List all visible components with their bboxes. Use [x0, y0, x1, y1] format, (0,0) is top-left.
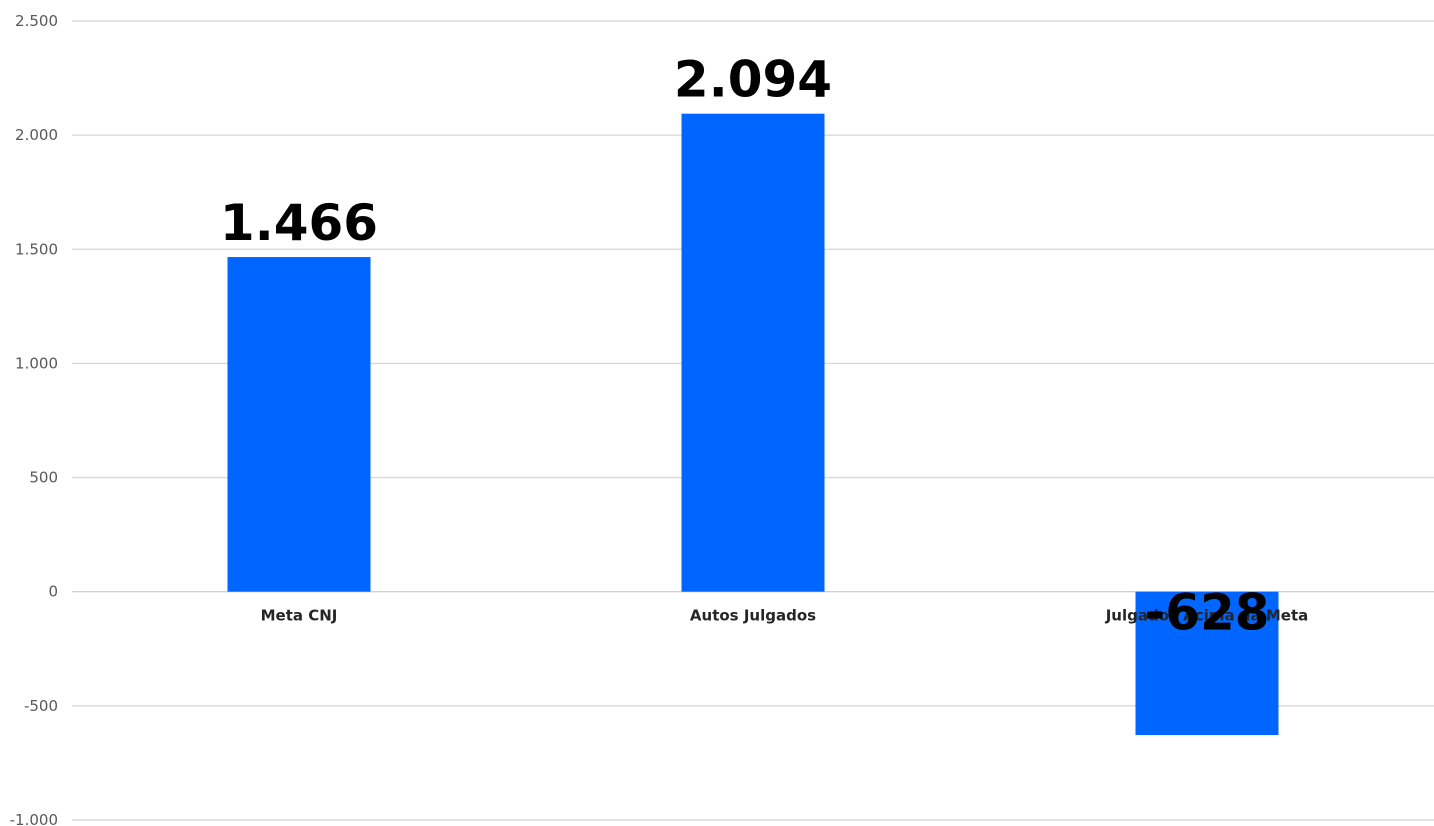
bars [227, 113, 1279, 736]
bar [227, 257, 371, 592]
y-tick-label: -1.000 [10, 811, 58, 826]
category-label: Autos Julgados [690, 607, 816, 625]
y-tick-label: -500 [24, 697, 58, 715]
category-labels: Meta CNJ Autos Julgados Julgados Acima da … [261, 607, 1309, 625]
category-label: Meta CNJ [261, 607, 338, 625]
bar [1135, 591, 1279, 736]
y-tick-label: 1.000 [15, 354, 58, 372]
y-axis-tick-labels: 2.500 2.000 1.500 1.000 500 0 -500 -1.000 [10, 12, 58, 826]
y-tick-label: 2.500 [15, 12, 58, 30]
y-tick-label: 0 [48, 583, 58, 601]
y-tick-label: 2.000 [15, 126, 58, 144]
data-labels: 1.466 2.094 -628 [220, 51, 1270, 642]
data-label: 1.466 [220, 194, 378, 252]
data-label: -628 [1144, 584, 1269, 642]
data-label: 2.094 [674, 51, 832, 109]
y-tick-label: 1.500 [15, 240, 58, 258]
category-label: Julgados Acima da Meta [1105, 607, 1309, 625]
y-tick-label: 500 [29, 469, 58, 487]
bar [681, 113, 825, 592]
